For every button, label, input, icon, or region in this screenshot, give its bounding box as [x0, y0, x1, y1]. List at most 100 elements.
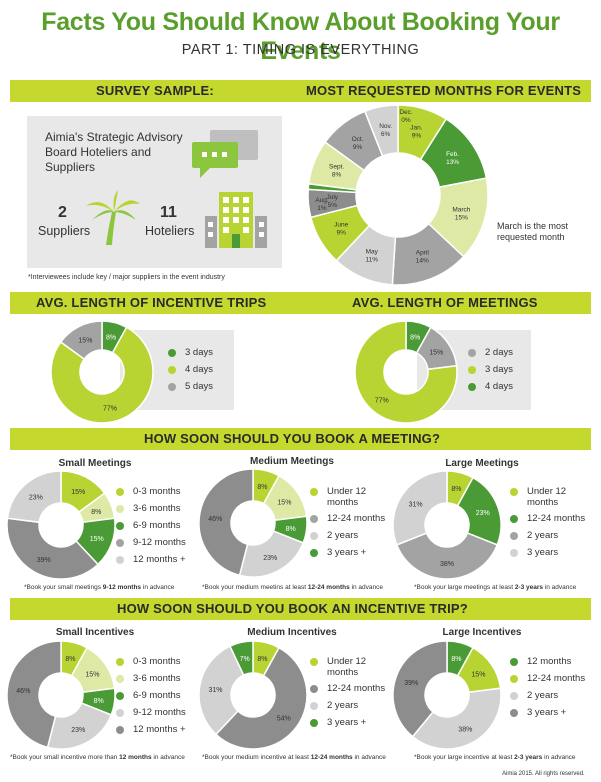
small-incentives-legend-item: 9-12 months	[116, 707, 196, 724]
small-incentives-title: Small Incentives	[55, 627, 135, 638]
legend-label: 12 months +	[133, 554, 186, 565]
small-meetings-donut-chart: 15% 8% 15% 39% 23%	[6, 470, 116, 580]
legend-swatch	[116, 539, 124, 547]
medium-incentives-label-12-24-months: 54%	[277, 715, 291, 722]
legend-swatch	[510, 675, 518, 683]
legend-swatch	[116, 488, 124, 496]
legend-label: 2 years	[327, 530, 359, 541]
medium-incentives-donut-chart: 8% 54% 31% 7%	[198, 640, 308, 750]
legend-label: Under 12 months	[327, 656, 367, 678]
trips-label-5-days: 15%	[78, 337, 92, 344]
legend-swatch	[510, 549, 518, 557]
legend-swatch	[116, 556, 124, 564]
legend-label: 3-6 months	[133, 503, 181, 514]
small-meetings-note-post: in advance	[141, 584, 175, 591]
months-label-march: 15%	[455, 214, 468, 221]
small-meetings-legend-item: 3-6 months	[116, 503, 196, 520]
incentive-band: HOW SOON SHOULD YOU BOOK AN INCENTIVE TR…	[10, 598, 591, 620]
legend-label: 3-6 months	[133, 673, 181, 684]
medium-meetings-note-bold: 12-24 months	[307, 584, 350, 591]
months-label-jan: 9%	[412, 133, 422, 140]
large-incentives-legend: 12 months 12-24 months 2 years 3 years +	[510, 656, 590, 724]
large-meetings-note-pre: *Book your large meetings at least	[414, 584, 515, 591]
legend-swatch	[510, 658, 518, 666]
medium-incentives-legend-item: 12-24 months	[310, 683, 396, 700]
page-subtitle: PART 1: TIMING IS EVERYTHING	[181, 42, 420, 58]
small-incentives-label-9-12-months: 23%	[71, 727, 85, 734]
legend-swatch	[310, 549, 318, 557]
legend-swatch	[168, 349, 176, 357]
months-category-april: April	[416, 249, 430, 256]
medium-meetings-label-46: 46%	[208, 516, 222, 523]
legend-swatch	[168, 383, 176, 391]
medium-meetings-label-23: 23%	[263, 555, 277, 562]
large-meetings-legend-item: Under 12 months	[510, 486, 590, 513]
suppliers-label: Suppliers	[38, 224, 91, 238]
large-meetings-note-bold: 2-3 years	[514, 584, 544, 591]
legend-swatch	[468, 366, 476, 374]
legend-swatch	[310, 685, 318, 693]
medium-meetings-donut-chart: 8% 15% 8% 23% 46%	[198, 468, 308, 578]
months-donut-chart: Jan.9%Feb.13%March15%April14%May11%June9…	[307, 104, 489, 286]
medium-incentives-label-2-years: 31%	[208, 687, 222, 694]
large-meetings-title: Large Meetings	[445, 458, 519, 469]
medium-incentives-slice-3-years	[229, 640, 254, 677]
legend-label: 3 years	[527, 547, 559, 558]
avg-trips-heading: AVG. LENGTH OF INCENTIVE TRIPS	[36, 295, 267, 310]
months-label-nov: 6%	[381, 131, 391, 138]
months-callout: March is the most requested month	[497, 221, 569, 242]
small-meetings-legend-item: 6-9 months	[116, 520, 196, 537]
medium-meetings-slice-46	[198, 468, 254, 577]
small-meetings-label-12-months: 23%	[29, 494, 43, 501]
trips-slice-4-days	[50, 326, 154, 424]
legend-swatch	[116, 692, 124, 700]
legend-label: 3 years +	[527, 707, 567, 718]
small-incentives-note-bold: 12 months	[119, 754, 152, 761]
legend-swatch	[310, 488, 318, 496]
legend-label: 12-24 months	[327, 683, 386, 694]
medium-incentives-note-bold: 12-24 months	[310, 754, 353, 761]
meetings-label-3-days: 77%	[375, 397, 389, 404]
months-label-june: 9%	[336, 230, 346, 237]
small-incentives-note-pre: *Book your small incentive more than	[10, 754, 120, 761]
legend-swatch	[168, 366, 176, 374]
legend-label: 2 years	[527, 690, 559, 701]
small-incentives-legend-item: 12 months +	[116, 724, 196, 741]
months-category-march: March	[452, 206, 470, 213]
small-meetings-title: Small Meetings	[58, 458, 132, 469]
trips-donut-chart: 8% 77% 15%	[50, 320, 154, 424]
meetings-legend-item: 2 days	[468, 347, 538, 364]
legend-label: 2 years	[527, 530, 559, 541]
small-meetings-legend-item: 9-12 months	[116, 537, 196, 554]
months-label-april: 14%	[416, 257, 429, 264]
medium-meetings-label-8: 8%	[257, 484, 267, 491]
legend-label: 2 years	[327, 700, 359, 711]
meetings-slice-3-days	[354, 320, 458, 424]
large-meetings-donut-chart: 8% 23% 38% 31%	[392, 470, 502, 580]
months-label-july: 5%	[328, 202, 338, 209]
months-category-sept: Sept.	[329, 164, 344, 171]
legend-label: 3 days	[185, 347, 213, 358]
large-meetings-label-3-years: 31%	[409, 502, 423, 509]
legend-label: 9-12 months	[133, 537, 186, 548]
small-incentives-donut-chart: 8% 15% 8% 23% 46%	[6, 640, 116, 750]
small-meetings-note-bold: 9-12 months	[102, 584, 142, 591]
legend-swatch	[510, 532, 518, 540]
legend-swatch	[310, 719, 318, 727]
legend-swatch	[468, 349, 476, 357]
months-label-oct: 9%	[353, 144, 363, 151]
large-incentives-donut-chart: 8% 15% 38% 39%	[392, 640, 502, 750]
months-category-oct: Oct.	[352, 136, 364, 143]
medium-meetings-legend-item: 12-24 months	[310, 513, 396, 530]
incentive-heading: HOW SOON SHOULD YOU BOOK AN INCENTIVE TR…	[117, 601, 468, 616]
medium-incentives-legend-item: 2 years	[310, 700, 396, 717]
medium-incentives-label-under-12-months: 8%	[257, 656, 267, 663]
large-meetings-legend-item: 12-24 months	[510, 513, 590, 530]
meeting-band: HOW SOON SHOULD YOU BOOK A MEETING?	[10, 428, 591, 450]
meetings-label-2-days: 15%	[429, 350, 443, 357]
small-meetings-slice-9-12-months	[6, 517, 100, 580]
medium-incentives-note: *Book your medium incentive at least 12-…	[202, 754, 402, 761]
legend-swatch	[310, 658, 318, 666]
large-incentives-legend-item: 12 months	[510, 656, 590, 673]
large-meetings-legend-item: 3 years	[510, 547, 590, 564]
